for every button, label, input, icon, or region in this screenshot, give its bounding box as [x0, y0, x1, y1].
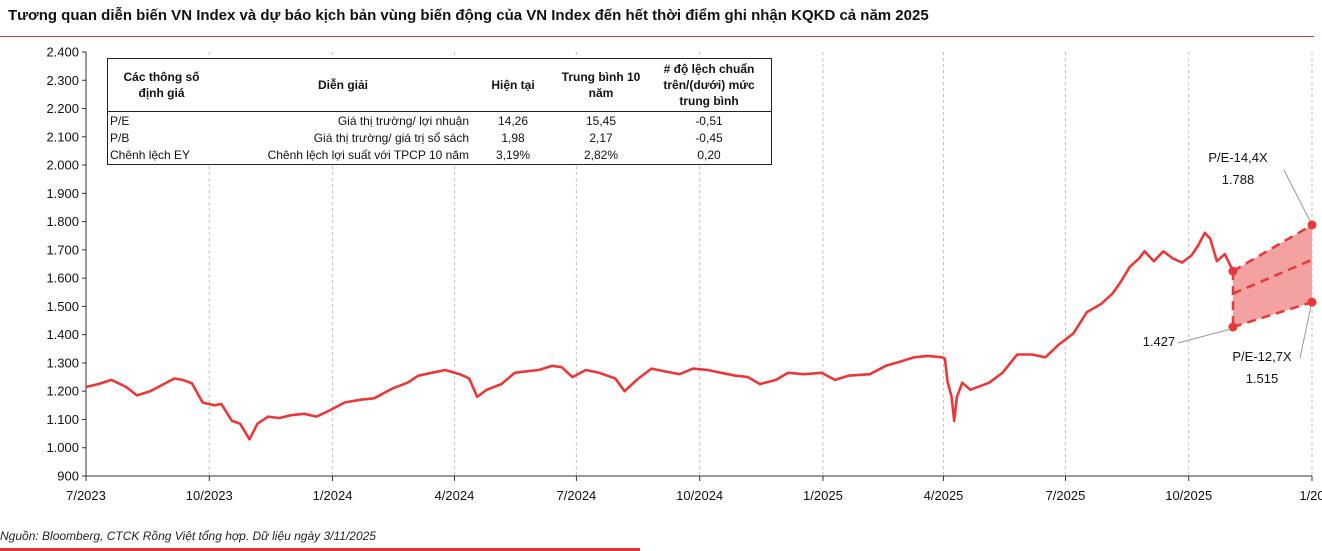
y-tick-label: 900 — [57, 469, 79, 484]
forecast-point — [1307, 297, 1317, 307]
y-tick-label: 2.400 — [46, 45, 79, 60]
y-tick-label: 1.700 — [46, 242, 79, 257]
table-header-current: Hiện tại — [471, 59, 555, 112]
x-tick-label: 1/2024 — [313, 488, 353, 503]
table-header-explanation: Diễn giải — [215, 59, 471, 112]
y-tick-label: 1.900 — [46, 186, 79, 201]
forecast-point — [1307, 220, 1317, 230]
x-tick-label: 10/2023 — [186, 488, 233, 503]
title-underline — [0, 36, 1314, 37]
table-cell: 0,20 — [697, 147, 721, 162]
annotation-lower-start-value: 1.427 — [1143, 334, 1176, 349]
y-tick-label: 2.000 — [46, 158, 79, 173]
table-cell: 15,45 — [585, 113, 617, 128]
vn-index-line — [85, 231, 1235, 441]
source-note: Nguồn: Bloomberg, CTCK Rồng Việt tổng hợ… — [0, 529, 376, 543]
y-tick-label: 1.100 — [46, 412, 79, 427]
annotation-layer: P/E-14,4X 1.788 1.427 P/E-12,7X 1.515 — [1143, 150, 1312, 386]
table-cell: P/E — [110, 113, 130, 128]
annotation-upper-leader — [1283, 169, 1311, 222]
y-tick-label: 1.800 — [46, 214, 79, 229]
annotation-upper-value: 1.788 — [1222, 172, 1255, 187]
table-row: P/E Giá thị trường/ lợi nhuận 14,26 15,4… — [108, 112, 771, 130]
x-tick-label: 10/2024 — [676, 488, 723, 503]
forecast-band-layer — [1228, 220, 1317, 332]
table-cell: Giá thị trường/ giá trị sổ sách — [313, 130, 469, 145]
annotation-upper-label: P/E-14,4X — [1208, 150, 1268, 165]
forecast-point — [1228, 322, 1238, 332]
x-tick-label: 1/2025 — [803, 488, 843, 503]
x-tick-label: 7/2025 — [1046, 488, 1086, 503]
table-header-row: Các thông số định giá Diễn giải Hiện tại… — [108, 59, 771, 112]
annotation-lower-start-leader — [1177, 328, 1232, 344]
forecast-upper-line — [1232, 223, 1313, 273]
y-tick-label: 2.200 — [46, 101, 79, 116]
valuation-table: Các thông số định giá Diễn giải Hiện tại… — [107, 58, 772, 165]
annotation-lower-leader — [1299, 306, 1312, 359]
footer-rule — [0, 548, 640, 551]
y-tick-label: 1.300 — [46, 355, 79, 370]
chart-title: Tương quan diễn biến VN Index và dự báo … — [8, 7, 929, 24]
y-tick-label: 1.500 — [46, 299, 79, 314]
y-tick-label: 1.000 — [46, 440, 79, 455]
x-tick-label: 4/2024 — [435, 488, 475, 503]
table-cell: 14,26 — [497, 113, 529, 128]
y-tick-label: 1.400 — [46, 327, 79, 342]
line-layer — [85, 231, 1235, 441]
table-cell: -0,45 — [695, 130, 723, 145]
y-tick-label: 2.300 — [46, 73, 79, 88]
table-cell: -0,51 — [695, 113, 723, 128]
annotation-lower-value: 1.515 — [1246, 371, 1279, 386]
axis-layer: 7/2023 10/2023 1/2024 4/2024 7/2024 10/2024 1/… — [46, 45, 1322, 504]
table-cell: Chênh lệch lợi suất với TPCP 10 năm — [267, 147, 469, 162]
x-tick-label: 7/2023 — [66, 488, 106, 503]
table-cell: 1,98 — [501, 130, 525, 145]
table-cell: 2,82% — [583, 147, 619, 162]
table-row: P/B Giá thị trường/ giá trị sổ sách 1,98… — [108, 129, 771, 146]
annotation-lower-label: P/E-12,7X — [1232, 349, 1292, 364]
table-cell: P/B — [110, 130, 130, 145]
table-cell: Chênh lệch EY — [110, 147, 191, 162]
x-tick-label: 1/20 — [1299, 488, 1322, 503]
table-cell: 2,17 — [589, 130, 613, 145]
x-tick-label: 10/2025 — [1165, 488, 1212, 503]
table-header-std-deviation: # độ lệch chuẩn trên/(dưới) mức trung bì… — [647, 59, 771, 112]
table-header-10y-average: Trung bình 10 năm — [555, 59, 647, 112]
x-tick-label: 4/2025 — [924, 488, 964, 503]
table-row: Chênh lệch EY Chênh lệch lợi suất với TP… — [108, 146, 771, 163]
y-tick-label: 1.200 — [46, 384, 79, 399]
y-tick-label: 2.100 — [46, 129, 79, 144]
table-cell: 3,19% — [495, 147, 531, 162]
forecast-band-area — [1232, 224, 1312, 328]
x-tick-label: 7/2024 — [557, 488, 597, 503]
y-tick-label: 1.600 — [46, 271, 79, 286]
table-cell: Giá thị trường/ lợi nhuận — [337, 113, 469, 128]
table-header-metric: Các thông số định giá — [108, 59, 215, 112]
